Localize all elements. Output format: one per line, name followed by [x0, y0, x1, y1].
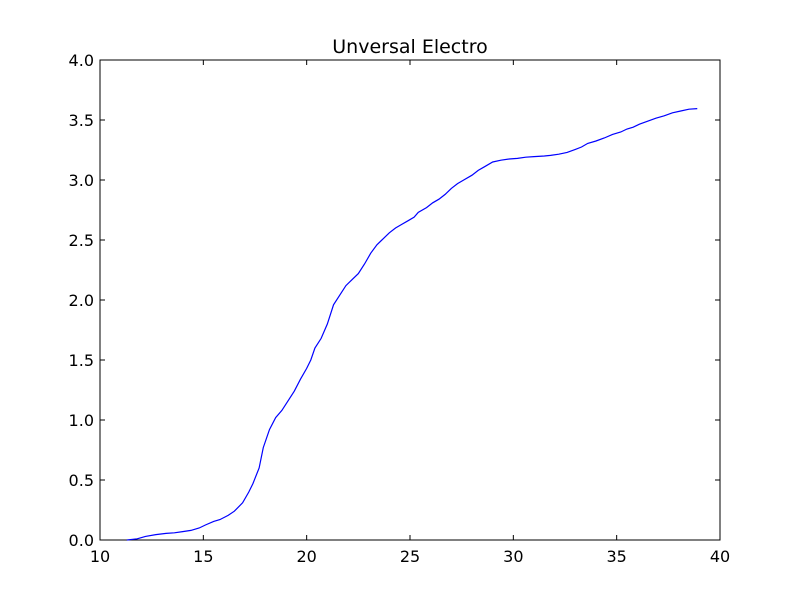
x-tick-label: 10	[90, 547, 110, 566]
y-tick-label: 0.5	[69, 471, 94, 490]
y-tick-label: 2.5	[69, 231, 94, 250]
x-tick-label: 20	[296, 547, 316, 566]
y-tick-label: 3.0	[69, 171, 94, 190]
y-tick-label: 4.0	[69, 51, 94, 70]
x-tick-label: 40	[710, 547, 730, 566]
axis-ticks	[99, 59, 721, 541]
y-tick-label: 3.5	[69, 111, 94, 130]
chart-title: Unversal Electro	[332, 36, 487, 58]
x-tick-label: 35	[606, 547, 626, 566]
y-tick-label: 2.0	[69, 291, 94, 310]
y-tick-label: 1.0	[69, 411, 94, 430]
plot-area	[99, 59, 721, 541]
series-line	[126, 108, 698, 541]
x-tick-label: 25	[400, 547, 420, 566]
x-tick-label: 15	[193, 547, 213, 566]
axis-tick-labels: 10 15 20 25 30 35 40 0.0 0.5 1.0 1.5 2.0 2.5 3.0 3.5 4.…	[69, 51, 731, 566]
x-tick-label: 30	[503, 547, 523, 566]
y-tick-label: 1.5	[69, 351, 94, 370]
y-tick-label: 0.0	[69, 531, 94, 550]
